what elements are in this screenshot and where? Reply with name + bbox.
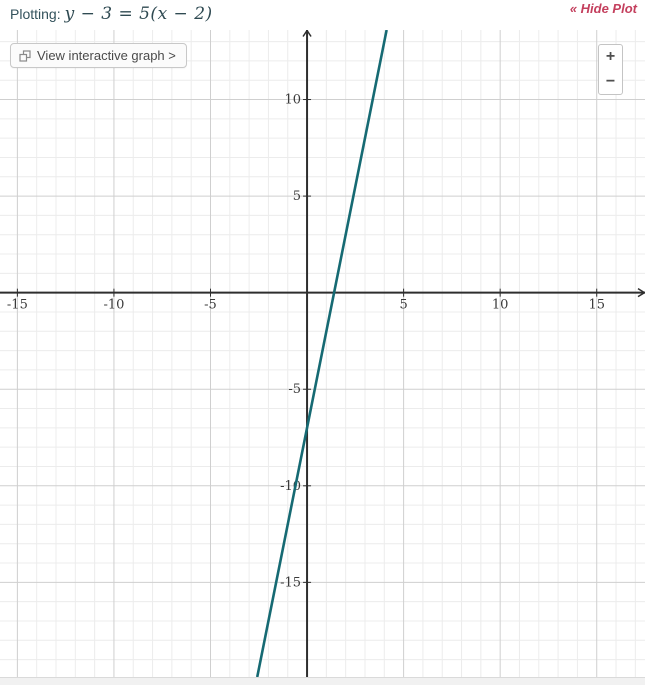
view-interactive-graph-button[interactable]: View interactive graph > xyxy=(10,43,187,68)
x-tick-label: -10 xyxy=(103,298,124,313)
x-tick-label: 10 xyxy=(492,298,509,313)
y-tick-label: -10 xyxy=(280,479,301,494)
overlapping-squares-icon xyxy=(19,49,31,62)
zoom-in-button[interactable]: + xyxy=(599,45,622,70)
plot-header: Plotting: y − 3 = 5(x − 2) xyxy=(10,4,213,24)
x-tick-label: 15 xyxy=(588,298,605,313)
plotted-line xyxy=(255,30,388,677)
graph-canvas: -15 -10 -5 5 10 15 10 5 -5 -10 -15 xyxy=(0,30,645,677)
y-tick-label: -15 xyxy=(280,575,301,590)
plot-bottom-edge xyxy=(0,677,645,685)
zoom-control: + − xyxy=(598,44,623,95)
y-tick-label: -5 xyxy=(288,382,301,397)
hide-plot-link[interactable]: « Hide Plot xyxy=(569,1,637,16)
x-tick-label: -15 xyxy=(7,298,28,313)
plotted-equation: y − 3 = 5(x − 2) xyxy=(64,4,213,24)
y-tick-label: 10 xyxy=(285,93,302,108)
plotting-label: Plotting: xyxy=(10,6,61,22)
x-tick-label: -5 xyxy=(204,298,217,313)
view-interactive-graph-label: View interactive graph > xyxy=(37,48,176,63)
y-axis-arrow xyxy=(302,30,312,37)
zoom-out-button[interactable]: − xyxy=(599,70,622,95)
y-tick-label: 5 xyxy=(293,189,301,204)
x-tick-label: 5 xyxy=(399,298,407,313)
